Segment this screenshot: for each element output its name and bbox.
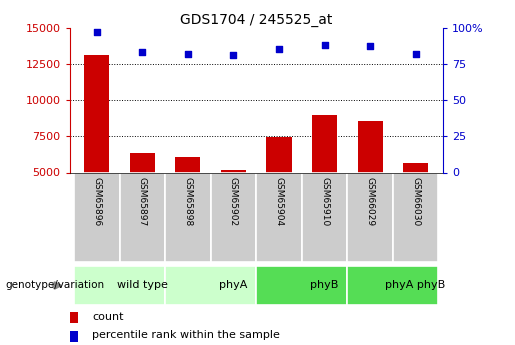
Bar [119, 172, 165, 262]
Text: GSM66030: GSM66030 [411, 177, 420, 226]
Text: GSM66029: GSM66029 [366, 177, 374, 226]
Point [411, 51, 420, 57]
Bar [165, 172, 211, 262]
Bar [74, 266, 165, 305]
Bar [403, 163, 428, 172]
Text: GSM65910: GSM65910 [320, 177, 329, 226]
Point [184, 51, 192, 57]
Bar [176, 157, 200, 172]
Text: GSM65898: GSM65898 [183, 177, 193, 226]
Bar [256, 266, 347, 305]
Text: phyA: phyA [219, 280, 248, 290]
Point [93, 29, 101, 35]
Point [275, 47, 283, 52]
Text: wild type: wild type [117, 280, 168, 290]
Bar [165, 266, 256, 305]
Title: GDS1704 / 245525_at: GDS1704 / 245525_at [180, 12, 332, 27]
Bar [393, 172, 438, 262]
Text: GSM65897: GSM65897 [138, 177, 147, 226]
Point [138, 49, 146, 55]
Bar [211, 172, 256, 262]
Bar [70, 331, 78, 342]
Bar [70, 312, 78, 323]
Point [366, 44, 374, 49]
Text: count: count [92, 312, 124, 322]
Point [229, 52, 237, 58]
Bar [302, 172, 347, 262]
Text: GSM65902: GSM65902 [229, 177, 238, 226]
Bar [221, 170, 246, 172]
Text: percentile rank within the sample: percentile rank within the sample [92, 330, 280, 340]
Bar [130, 153, 155, 172]
Bar [266, 137, 291, 172]
Bar [357, 121, 383, 172]
Text: GSM65904: GSM65904 [274, 177, 283, 226]
Bar [347, 172, 393, 262]
Bar [347, 266, 438, 305]
Bar [312, 115, 337, 172]
Bar [84, 55, 109, 172]
Text: phyB: phyB [311, 280, 339, 290]
Text: genotype/variation: genotype/variation [5, 280, 104, 290]
Bar [256, 172, 302, 262]
Point [320, 42, 329, 48]
Text: GSM65896: GSM65896 [92, 177, 101, 226]
Bar [74, 172, 119, 262]
Text: phyA phyB: phyA phyB [385, 280, 445, 290]
